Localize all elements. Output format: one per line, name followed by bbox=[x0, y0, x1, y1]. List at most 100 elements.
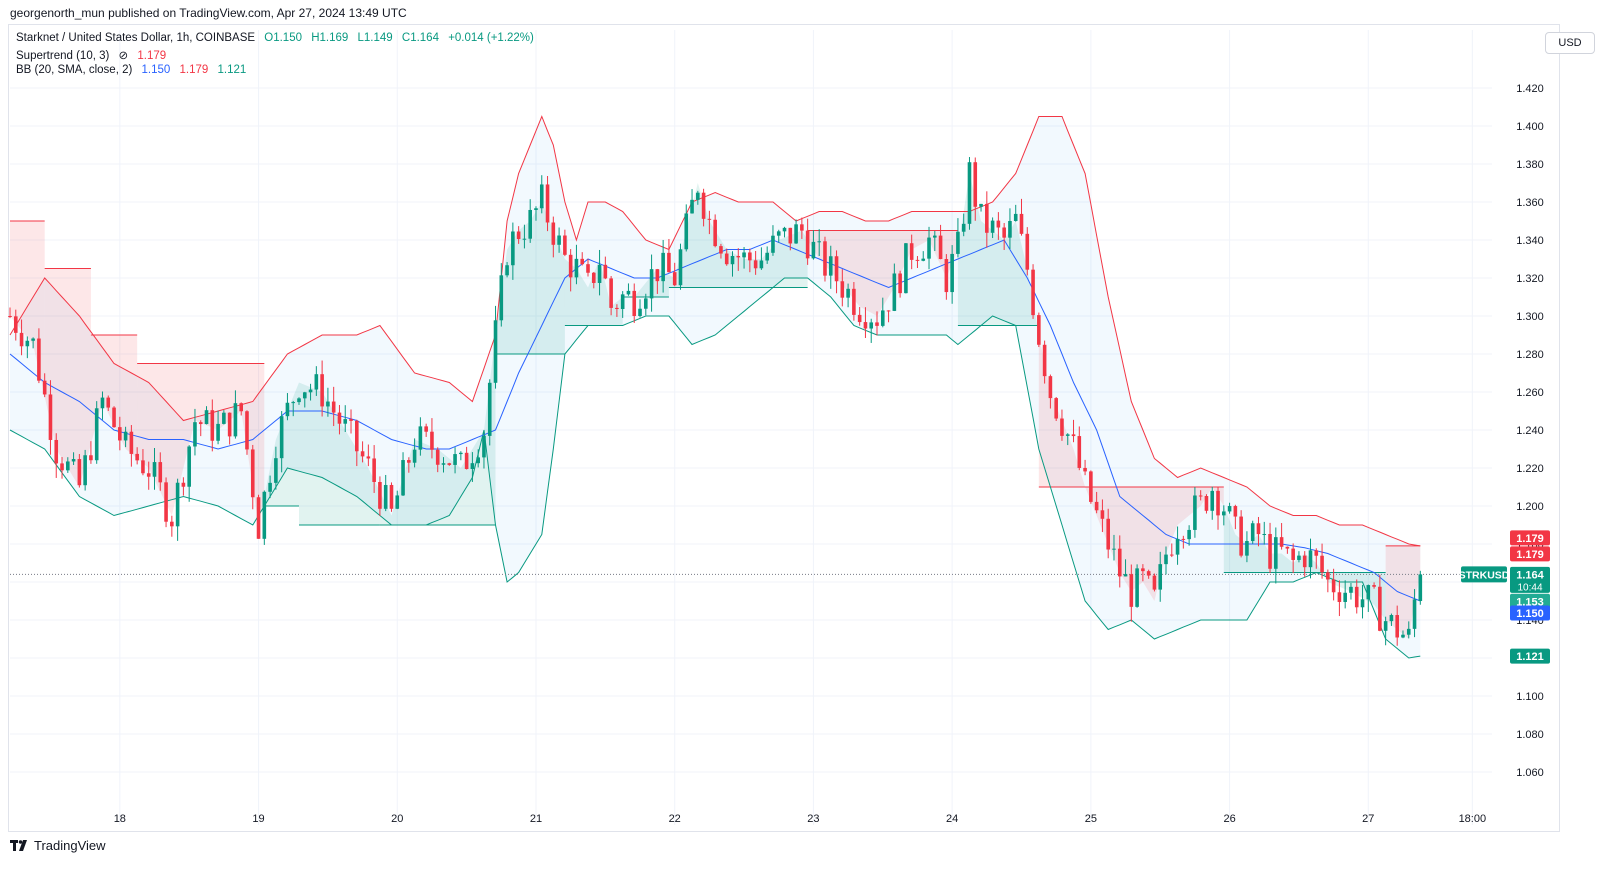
candle-body bbox=[366, 456, 371, 459]
candle-body bbox=[713, 219, 717, 247]
legend-bb-label: BB (20, SMA, close, 2) bbox=[16, 64, 133, 76]
candle-body bbox=[302, 392, 307, 399]
candle-body bbox=[274, 458, 278, 483]
candle-body bbox=[123, 431, 128, 441]
candle-body bbox=[742, 252, 746, 258]
legend-supertrend-row[interactable]: Supertrend (10, 3) ⊘ 1.179 bbox=[16, 48, 172, 62]
candle-body bbox=[1372, 585, 1376, 587]
eye-off-icon[interactable]: ⊘ bbox=[118, 50, 129, 62]
y-tick-label: 1.360 bbox=[1516, 197, 1544, 209]
candle-body bbox=[181, 482, 186, 487]
candle-body bbox=[66, 461, 70, 471]
candle-body bbox=[1406, 628, 1411, 635]
candle-body bbox=[672, 272, 677, 286]
candle-body bbox=[285, 402, 290, 417]
legend-bb-lower: 1.121 bbox=[217, 64, 247, 76]
candle-body bbox=[591, 272, 596, 283]
candle-body bbox=[1175, 538, 1180, 555]
candle-body bbox=[1285, 546, 1290, 549]
legend-bb-row[interactable]: BB (20, SMA, close, 2) 1.150 1.179 1.121 bbox=[16, 64, 252, 76]
candle-body bbox=[222, 412, 226, 424]
legend-high: H1.169 bbox=[311, 32, 349, 44]
candle-body bbox=[337, 412, 342, 424]
candle-body bbox=[412, 449, 417, 463]
candle-body bbox=[210, 410, 215, 441]
candle-body bbox=[308, 389, 313, 393]
candle-body bbox=[245, 411, 249, 450]
candle-body bbox=[661, 252, 665, 282]
candle-body bbox=[632, 290, 637, 316]
price-axis: 1.0601.0801.1001.1201.1401.1601.1801.200… bbox=[1516, 83, 1544, 779]
x-tick-label: 26 bbox=[1223, 813, 1235, 825]
candle-body bbox=[424, 426, 428, 432]
candle-body bbox=[1042, 344, 1047, 377]
candle-body bbox=[71, 459, 76, 462]
legend-supertrend-label: Supertrend (10, 3) bbox=[16, 50, 110, 62]
candle-body bbox=[938, 235, 943, 260]
candle-body bbox=[921, 258, 926, 261]
candle-body bbox=[256, 497, 261, 539]
currency-button[interactable]: USD bbox=[1545, 32, 1595, 54]
price-label-box bbox=[1510, 648, 1550, 664]
legend-symbol-row[interactable]: Starknet / United States Dollar, 1h, COI… bbox=[16, 32, 540, 44]
ticker-label-box bbox=[1461, 566, 1507, 583]
price-label-box bbox=[1510, 605, 1550, 621]
candle-body bbox=[1291, 548, 1295, 560]
legend-bb-upper: 1.179 bbox=[179, 64, 209, 76]
candle-body bbox=[1181, 538, 1186, 540]
y-tick-label: 1.220 bbox=[1516, 463, 1544, 475]
candle-body bbox=[574, 258, 579, 278]
candle-body bbox=[1117, 548, 1122, 577]
candle-body bbox=[459, 452, 463, 455]
candle-body bbox=[967, 162, 972, 224]
legend-open: O1.150 bbox=[264, 32, 302, 44]
brand-footer[interactable]: TradingView bbox=[10, 838, 106, 853]
indicator-lines bbox=[9, 115, 1460, 659]
x-tick-label: 18 bbox=[114, 813, 126, 825]
candle-body bbox=[528, 209, 532, 239]
candle-body bbox=[568, 254, 573, 278]
candle-body bbox=[389, 484, 394, 509]
candle-body bbox=[31, 338, 35, 341]
candle-body bbox=[649, 269, 654, 299]
x-tick-label: 22 bbox=[669, 813, 681, 825]
candle-body bbox=[545, 184, 550, 223]
x-tick-label: 25 bbox=[1085, 813, 1097, 825]
candle-body bbox=[198, 422, 203, 425]
candle-body bbox=[1019, 213, 1024, 234]
candle-body bbox=[551, 222, 556, 245]
price-label: 1.179 bbox=[1516, 533, 1544, 545]
chart-frame bbox=[8, 24, 1560, 832]
candle-body bbox=[1106, 518, 1110, 550]
candle-body bbox=[233, 403, 238, 437]
candle-body bbox=[297, 398, 301, 403]
candle-body bbox=[372, 458, 376, 483]
candle-body bbox=[667, 252, 671, 273]
legend-change: +0.014 (+1.22%) bbox=[448, 32, 534, 44]
price-label-box bbox=[1510, 530, 1550, 546]
supertrend-segment-fill bbox=[137, 363, 265, 525]
candle-body bbox=[1308, 550, 1313, 568]
publisher-line: georgenorth_mun published on TradingView… bbox=[10, 6, 407, 20]
candle-body bbox=[857, 314, 862, 323]
candle-body bbox=[794, 224, 798, 244]
grid bbox=[10, 30, 1492, 825]
candle-body bbox=[1274, 537, 1278, 569]
price-label: 1.164 bbox=[1516, 569, 1544, 581]
legend-symbol: Starknet / United States Dollar, 1h, COI… bbox=[16, 32, 256, 44]
candle-body bbox=[268, 482, 272, 492]
candle-body bbox=[927, 237, 931, 259]
candle-body bbox=[1060, 418, 1064, 436]
candle-body bbox=[89, 455, 93, 461]
supertrend-segment-fill bbox=[807, 230, 958, 316]
supertrend-segment-fill bbox=[10, 221, 45, 397]
candle-body bbox=[94, 408, 99, 461]
candle-body bbox=[430, 431, 434, 450]
candle-body bbox=[892, 273, 897, 311]
candle-body bbox=[170, 521, 174, 527]
candle-body bbox=[1146, 571, 1151, 576]
candle-body bbox=[1256, 523, 1261, 535]
candle-body bbox=[37, 338, 41, 381]
candle-body bbox=[840, 281, 845, 298]
